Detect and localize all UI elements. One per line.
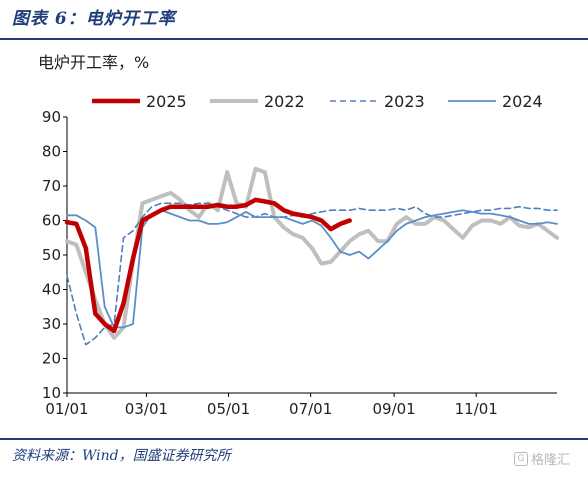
y-tick-label: 20 [42,350,61,368]
y-tick-label: 90 [42,108,61,126]
y-tick-label: 10 [42,384,61,402]
x-tick-label: 01/01 [45,400,88,418]
legend-label-2024: 2024 [502,92,543,111]
y-tick-label: 40 [42,281,61,299]
y-tick-label: 80 [42,143,61,161]
title-rule [0,38,588,40]
series-line-2022 [65,166,559,340]
x-tick-label: 03/01 [125,400,168,418]
x-tick-label: 07/01 [289,400,332,418]
watermark: G 格隆汇 [514,449,570,468]
y-tick-label: 70 [42,177,61,195]
line-chart: 10 20 30 40 50 60 70 80 90 01/01 03/01 05/01 07/01 09… [42,92,559,418]
y-tick-label: 60 [42,212,61,230]
footer-rule [0,438,588,440]
source-note: 资料来源：Wind，国盛证券研究所 [12,448,231,464]
series-line-2025 [64,197,352,334]
x-tick-label: 09/01 [372,400,415,418]
x-tick-label: 05/01 [207,400,250,418]
legend-label-2023: 2023 [384,92,425,111]
series-line-2023 [66,202,558,346]
x-tick-label: 11/01 [455,400,498,418]
figure-title: 图表 6：电炉开工率 [12,9,176,29]
y-axis-unit-label: 电炉开工率，% [38,53,150,72]
watermark-logo-icon: G [514,451,528,466]
y-tick-label: 50 [42,246,61,264]
y-tick-label: 30 [42,315,61,333]
legend-label-2025: 2025 [146,92,187,111]
watermark-text: 格隆汇 [531,453,571,468]
legend-label-2022: 2022 [264,92,305,111]
